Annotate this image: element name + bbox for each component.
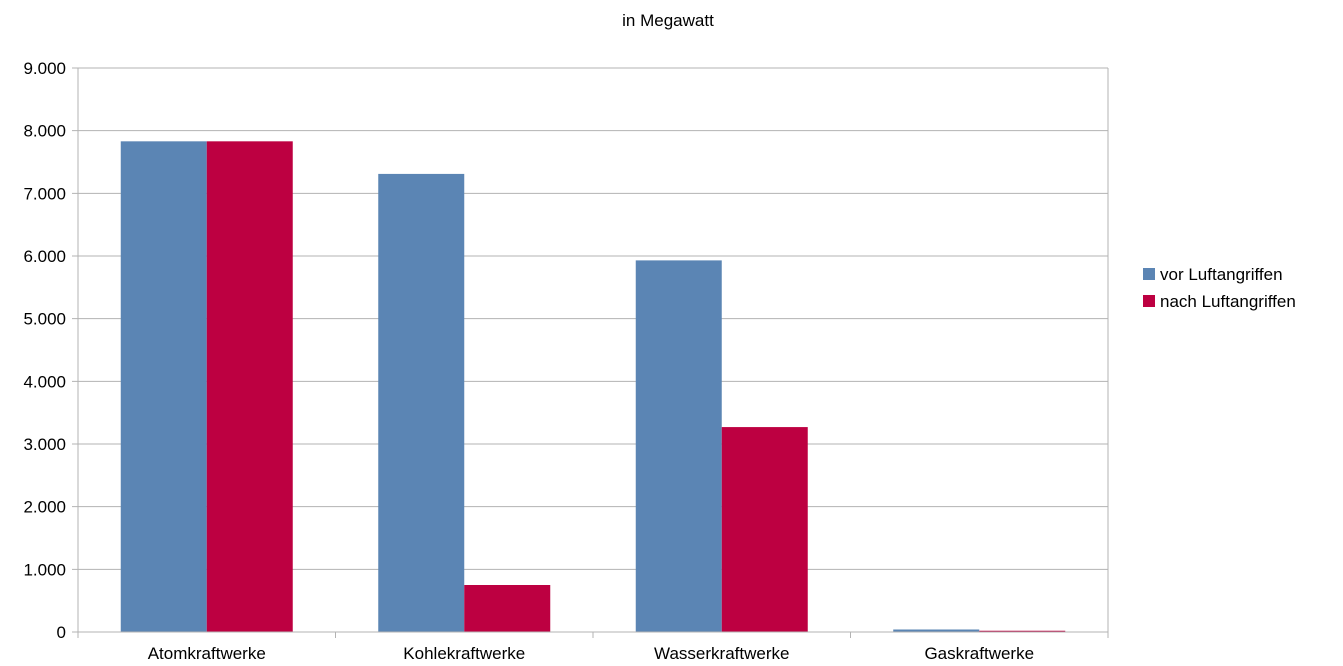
y-tick-label: 8.000 xyxy=(23,122,66,141)
legend-swatch xyxy=(1143,268,1155,280)
legend-label: nach Luftangriffen xyxy=(1160,292,1296,311)
bar xyxy=(979,630,1066,632)
y-tick-label: 0 xyxy=(57,623,66,642)
bars xyxy=(120,141,1066,632)
y-tick-label: 6.000 xyxy=(23,247,66,266)
bar xyxy=(120,141,207,632)
y-tick-label: 5.000 xyxy=(23,310,66,329)
bar xyxy=(721,427,808,632)
y-tick-label: 7.000 xyxy=(23,184,66,203)
legend: vor Luftangriffen nach Luftangriffen xyxy=(1143,265,1296,311)
bar xyxy=(464,585,551,632)
y-tick-label: 9.000 xyxy=(23,59,66,78)
bar xyxy=(378,173,465,632)
bar xyxy=(206,141,293,632)
axes xyxy=(77,68,1109,638)
x-category-label: Gaskraftwerke xyxy=(924,644,1034,663)
bar xyxy=(893,629,980,632)
legend-swatch xyxy=(1143,295,1155,307)
bar xyxy=(635,260,722,632)
chart-title: in Megawatt xyxy=(622,11,714,30)
y-tick-label: 2.000 xyxy=(23,498,66,517)
x-category-label: Kohlekraftwerke xyxy=(403,644,525,663)
y-tick-label: 3.000 xyxy=(23,435,66,454)
y-axis-ticks: 0 1.000 2.000 3.000 4.000 5.000 6.000 7.000 8.00… xyxy=(23,59,66,642)
y-tick-label: 4.000 xyxy=(23,372,66,391)
y-tick-label: 1.000 xyxy=(23,560,66,579)
x-axis-categories: Atomkraftwerke Kohlekraftwerke Wasserkraft… xyxy=(148,644,1034,663)
legend-label: vor Luftangriffen xyxy=(1160,265,1283,284)
x-category-label: Wasserkraftwerke xyxy=(654,644,789,663)
x-category-label: Atomkraftwerke xyxy=(148,644,266,663)
